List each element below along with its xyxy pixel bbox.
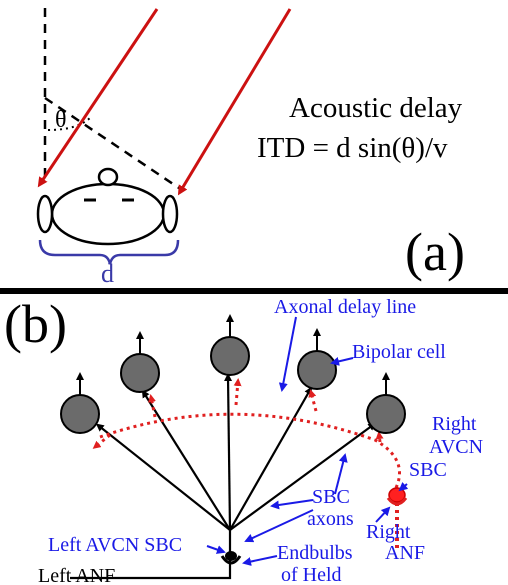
bipolar-cell-2	[120, 353, 160, 393]
delay-branch-2	[148, 394, 157, 418]
annotation-arrows	[206, 316, 409, 566]
panel-a: θ d Acoustic delay ITD = d sin(θ)/v (a)	[36, 8, 465, 288]
arrow-bipolar-cell	[330, 357, 354, 366]
label-right-avcn-2: AVCN	[429, 436, 483, 458]
left-endbulb	[220, 555, 242, 565]
right-sbc-body	[388, 487, 406, 503]
axon-1	[95, 423, 231, 531]
distance-brace	[38, 239, 180, 265]
acoustic-delay-label: Acoustic delay	[289, 92, 463, 124]
panel-b-labels: Axonal delay line Bipolar cell Right AVC…	[48, 296, 483, 585]
right-endbulb	[386, 497, 408, 506]
arrow-left-avcn	[206, 545, 226, 554]
left-sbc-body	[225, 551, 237, 561]
head-illustration	[36, 167, 179, 246]
axon-2	[141, 389, 231, 531]
delay-branch-3	[233, 378, 242, 406]
panel-b-label: (b)	[4, 294, 67, 354]
bipolar-cell-5	[366, 394, 406, 434]
bipolar-cell-1	[60, 394, 100, 434]
label-left-anf: Left ANF	[38, 565, 115, 585]
label-sbc-axons-2: axons	[307, 508, 354, 530]
axonal-delay-line	[99, 412, 401, 491]
label-left-avcn-sbc: Left AVCN SBC	[48, 534, 182, 556]
axon-4	[229, 386, 312, 531]
delay-branch-5	[375, 431, 384, 443]
d-label: d	[101, 259, 114, 288]
arrow-sbc-axons-2	[334, 453, 348, 495]
bipolar-cells	[60, 336, 406, 434]
theta-label: θ	[55, 107, 67, 133]
left-sbc-cell	[220, 551, 242, 565]
bipolar-cell-4	[297, 350, 337, 390]
arrow-endbulbs	[242, 555, 278, 566]
label-bipolar-cell: Bipolar cell	[352, 341, 446, 363]
head-outline	[50, 182, 166, 246]
label-right-anf-2: ANF	[385, 542, 425, 564]
delay-branch-1	[92, 433, 111, 449]
panel-a-label: (a)	[405, 222, 465, 282]
arrow-sbc-axons-1	[270, 499, 314, 510]
nose	[97, 167, 119, 187]
arrow-axonal-delay	[278, 316, 297, 392]
sbc-axons	[95, 373, 377, 531]
wavefront-dashed-line	[44, 96, 183, 192]
right-ear	[161, 194, 179, 234]
label-endbulbs-1: Endbulbs	[277, 542, 353, 564]
right-sbc-cell	[386, 487, 408, 506]
arrow-sbc-axons-3	[244, 509, 314, 543]
sound-ray-right	[177, 8, 292, 196]
arrow-right-sbc	[398, 482, 409, 492]
delay-branch-4	[308, 389, 318, 412]
left-ear	[36, 194, 54, 234]
label-sbc-axons-1: SBC	[312, 486, 350, 508]
label-axonal-delay-line: Axonal delay line	[274, 296, 416, 318]
axon-3	[224, 373, 233, 531]
arrow-right-anf	[375, 506, 391, 523]
itd-formula: ITD = d sin(θ)/v	[257, 132, 448, 164]
panel-b: (b)	[4, 294, 483, 585]
bipolar-cell-3	[210, 336, 250, 376]
delay-line-branches	[92, 378, 384, 449]
axon-5	[229, 422, 377, 531]
theta-arc	[47, 116, 92, 131]
sound-ray-left	[37, 8, 159, 188]
label-right-avcn-1: Right	[432, 413, 477, 435]
label-endbulbs-2: of Held	[281, 564, 342, 585]
label-right-anf-1: Right	[366, 521, 411, 543]
label-right-sbc: SBC	[409, 459, 447, 481]
bipolar-outputs	[76, 314, 390, 395]
